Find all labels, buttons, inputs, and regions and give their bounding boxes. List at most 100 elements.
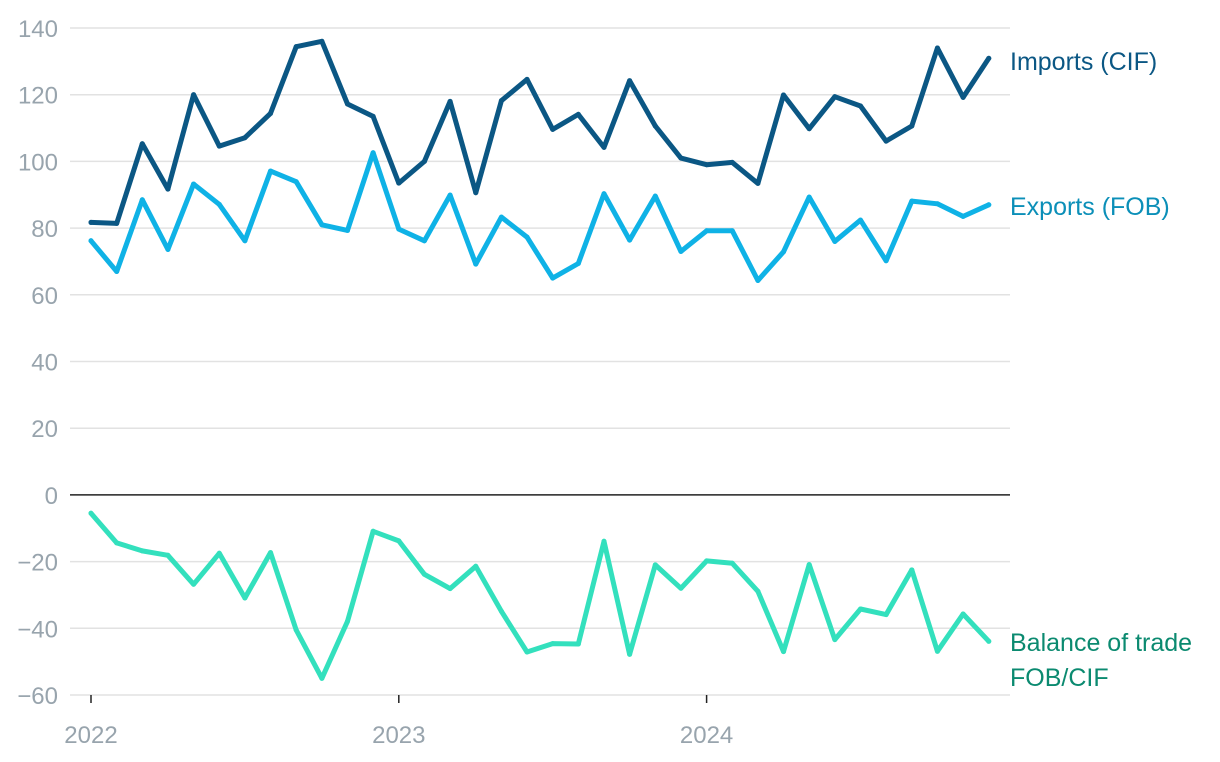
- exports-line-point: [550, 275, 556, 281]
- imports-line-point: [165, 186, 171, 192]
- exports-line-point: [473, 261, 479, 267]
- balance-of-trade-line-point: [986, 638, 992, 644]
- imports-line-point: [88, 219, 94, 225]
- balance-of-trade-line: [88, 510, 992, 681]
- imports-line-point: [575, 111, 581, 117]
- exports-line-point: [806, 194, 812, 200]
- imports-line-point: [858, 103, 863, 109]
- balance-of-trade-line-point: [806, 562, 812, 568]
- balance-of-trade-line-point: [575, 641, 581, 647]
- imports-line-point: [678, 155, 684, 161]
- y-tick-label: 100: [18, 149, 58, 176]
- exports-line-point: [704, 228, 710, 234]
- exports-line-point: [678, 248, 684, 254]
- balance-of-trade-line-point: [832, 637, 838, 643]
- exports-line-point: [370, 150, 376, 156]
- imports-line-point: [345, 101, 350, 107]
- imports-line-point: [781, 92, 787, 98]
- balance-of-trade-line-point: [883, 612, 889, 618]
- y-tick-label: −60: [17, 683, 58, 710]
- exports-series-label: Exports (FOB): [1010, 193, 1170, 221]
- y-tick-label: 0: [45, 483, 58, 510]
- exports-line-point: [627, 237, 633, 243]
- exports-line-point: [345, 227, 350, 233]
- y-tick-label: −20: [17, 550, 58, 577]
- imports-line: [88, 38, 992, 226]
- exports-line-point: [293, 179, 299, 185]
- balance-of-trade-line-group: [88, 510, 992, 681]
- imports-line-point: [114, 220, 120, 226]
- x-tick-label: 2023: [372, 722, 425, 749]
- x-tick-label: 2022: [64, 722, 117, 749]
- exports-line-point: [268, 168, 274, 174]
- imports-line-point: [729, 159, 735, 165]
- y-tick-label: −40: [17, 616, 58, 643]
- exports-line-point: [421, 238, 427, 244]
- y-tick-label: 140: [18, 16, 58, 43]
- balance-of-trade-line-point: [447, 586, 453, 592]
- balance-of-trade-line-point: [421, 571, 427, 577]
- exports-line-point: [960, 213, 966, 219]
- exports-line-point: [575, 260, 581, 266]
- balance-series-label-line1: Balance of trade: [1010, 629, 1192, 657]
- imports-line-point: [139, 141, 145, 147]
- exports-line-group: [88, 150, 992, 283]
- imports-line-point: [242, 135, 248, 141]
- imports-line-point: [986, 55, 992, 61]
- y-tick-label: 40: [31, 350, 58, 377]
- balance-of-trade-line-point: [216, 550, 222, 556]
- imports-line-point: [883, 138, 889, 144]
- imports-line-point: [498, 98, 504, 104]
- balance-of-trade-line-point: [370, 528, 376, 534]
- exports-line-point: [396, 226, 402, 232]
- balance-of-trade-line-point: [114, 540, 120, 546]
- balance-of-trade-line-point: [960, 611, 966, 617]
- y-tick-label: 120: [18, 83, 58, 110]
- balance-of-trade-line-point: [550, 641, 556, 647]
- balance-of-trade-line-point: [139, 548, 145, 554]
- imports-line-point: [396, 180, 402, 186]
- imports-line-point: [370, 113, 376, 119]
- balance-of-trade-line-point: [498, 608, 504, 614]
- imports-line-point: [421, 158, 427, 164]
- exports-line-point: [191, 181, 197, 187]
- exports-line-point: [216, 201, 222, 207]
- balance-of-trade-line-point: [627, 651, 633, 657]
- exports-line-point: [652, 193, 658, 199]
- x-tick-label: 2024: [680, 722, 733, 749]
- exports-line: [88, 150, 992, 283]
- balance-of-trade-line-point: [652, 562, 658, 568]
- balance-of-trade-line-point: [242, 595, 248, 601]
- exports-line-point: [447, 192, 453, 198]
- imports-line-point: [473, 190, 479, 196]
- imports-line-point: [934, 45, 940, 51]
- exports-line-point: [986, 202, 992, 208]
- balance-of-trade-line-point: [345, 618, 350, 624]
- exports-line-point: [139, 197, 145, 203]
- balance-of-trade-line-point: [396, 538, 402, 544]
- imports-line-point: [216, 143, 222, 149]
- exports-line-point: [781, 249, 787, 255]
- exports-line-point: [88, 238, 94, 244]
- exports-line-point: [755, 277, 761, 283]
- y-tick-label: 60: [31, 283, 58, 310]
- balance-of-trade-line-point: [191, 581, 197, 587]
- exports-line-point: [524, 234, 530, 240]
- balance-of-trade-line-point: [601, 538, 607, 544]
- balance-of-trade-line-point: [293, 627, 299, 633]
- exports-line-point: [909, 198, 915, 204]
- exports-line-point: [858, 217, 863, 223]
- balance-of-trade-line-point: [858, 606, 863, 612]
- imports-series-label: Imports (CIF): [1010, 48, 1157, 76]
- balance-of-trade-line-point: [934, 648, 940, 654]
- balance-of-trade-line-point: [88, 510, 94, 516]
- balance-of-trade-line-point: [165, 552, 171, 558]
- balance-of-trade-line-point: [319, 675, 325, 681]
- y-axis-tick-labels: 140 120 100 80 60 40 20 0 −20 −40 −60: [17, 16, 58, 710]
- imports-line-point: [627, 78, 633, 84]
- imports-line-point: [652, 123, 658, 129]
- balance-of-trade-line-point: [755, 588, 761, 594]
- exports-line-point: [165, 246, 171, 252]
- exports-line-point: [934, 201, 940, 207]
